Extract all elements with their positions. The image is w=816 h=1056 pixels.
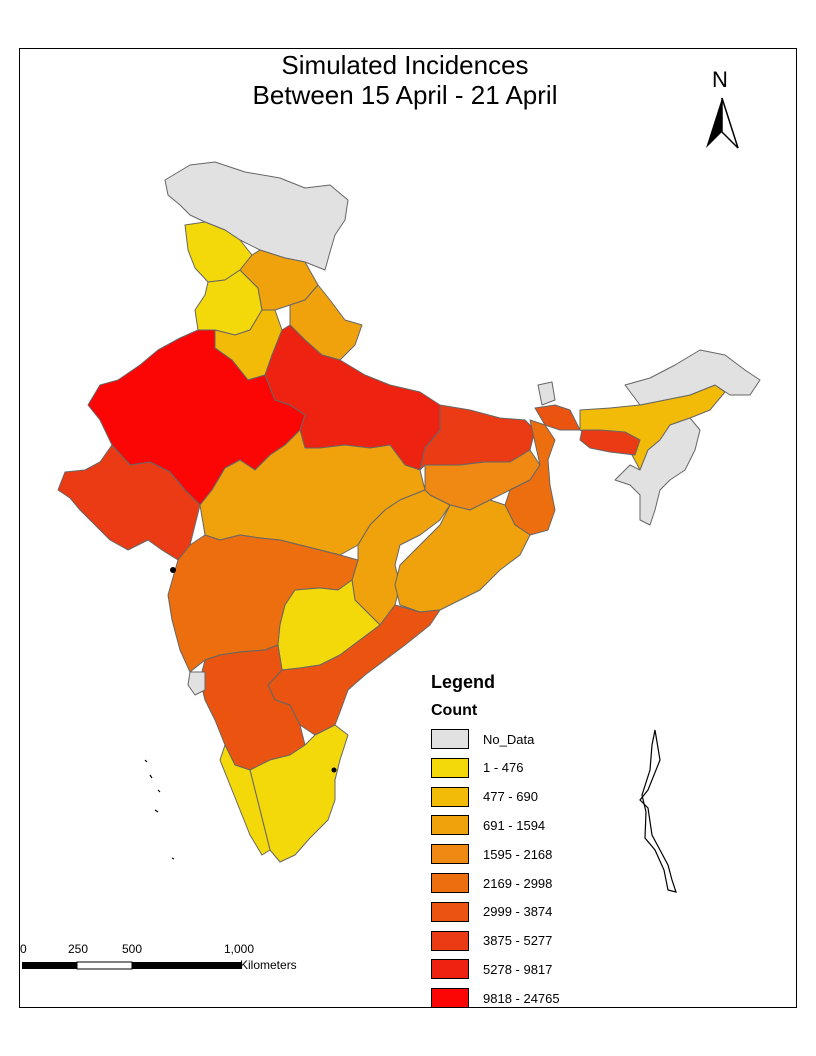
region-northeast-south <box>614 417 701 526</box>
region-jammu-kashmir <box>164 161 349 271</box>
region-gujarat <box>57 444 201 561</box>
region-north-bengal <box>534 404 581 431</box>
scale-unit: Kilometers <box>240 958 297 972</box>
legend-swatch <box>431 757 469 778</box>
map-frame <box>19 48 797 1008</box>
region-karnataka <box>199 644 306 771</box>
legend-label: No_Data <box>483 731 535 747</box>
north-label: N <box>712 67 728 92</box>
region-west-bengal <box>504 419 556 536</box>
legend-swatch <box>431 873 469 893</box>
legend-label: 2999 - 3874 <box>483 904 553 920</box>
legend-item: 691 - 1594 <box>431 814 545 836</box>
region-sikkim <box>537 381 556 406</box>
legend-title: Legend <box>431 672 496 692</box>
legend-item: 9818 - 24765 <box>431 987 560 1009</box>
legend-label: 2169 - 2998 <box>483 875 553 891</box>
legend-item: 2999 - 3874 <box>431 901 552 923</box>
legend-label: 691 - 1594 <box>483 817 546 833</box>
scale-bar-graphic <box>22 961 242 970</box>
legend-swatch <box>431 901 469 922</box>
scale-tick-250: 250 <box>68 942 89 956</box>
scale-tick-1000: 1,000 <box>224 942 255 956</box>
legend-label: 477 - 690 <box>483 789 538 805</box>
north-arrow-icon <box>706 97 739 149</box>
scale-tick-0: 0 <box>20 942 27 956</box>
region-goa <box>187 671 206 696</box>
chennai-dot <box>331 767 337 773</box>
region-andaman <box>639 729 677 893</box>
legend-label: 1595 - 2168 <box>483 846 553 862</box>
legend-label: 1 - 476 <box>483 760 524 776</box>
legend-item: 3875 - 5277 <box>431 930 552 952</box>
map-title: Simulated Incidences Between 15 April - … <box>140 50 670 110</box>
legend-swatch <box>431 844 469 865</box>
legend-label: 3875 - 5277 <box>483 933 553 949</box>
mumbai-dot <box>170 567 176 573</box>
region-kerala <box>219 744 271 856</box>
legend-swatch <box>431 988 469 1009</box>
legend-item: 5278 - 9817 <box>431 958 552 980</box>
legend-item: 477 - 690 <box>431 786 538 808</box>
region-meghalaya <box>579 429 641 456</box>
title-line-1: Simulated Incidences <box>281 50 529 80</box>
legend-swatch <box>431 786 469 807</box>
legend-swatch <box>431 959 469 980</box>
region-arunachal <box>624 349 761 406</box>
legend-swatch <box>431 930 469 951</box>
legend-label: 5278 - 9817 <box>483 961 553 977</box>
legend-item: No_Data <box>431 728 534 750</box>
scale-bar: 0 250 500 1,000 Kilometers <box>18 942 318 982</box>
region-odisha <box>394 499 531 613</box>
legend-item: 1595 - 2168 <box>431 843 552 865</box>
legend-label: 9818 - 24765 <box>483 990 560 1006</box>
legend-item: 2169 - 2998 <box>431 872 552 894</box>
legend-swatch <box>431 815 469 836</box>
title-line-2: Between 15 April - 21 April <box>252 80 558 110</box>
region-lakshadweep <box>144 759 175 860</box>
legend-subtitle: Count <box>431 702 478 719</box>
scale-tick-500: 500 <box>122 942 143 956</box>
legend-item: 1 - 476 <box>431 757 523 779</box>
legend-swatch <box>431 729 469 749</box>
